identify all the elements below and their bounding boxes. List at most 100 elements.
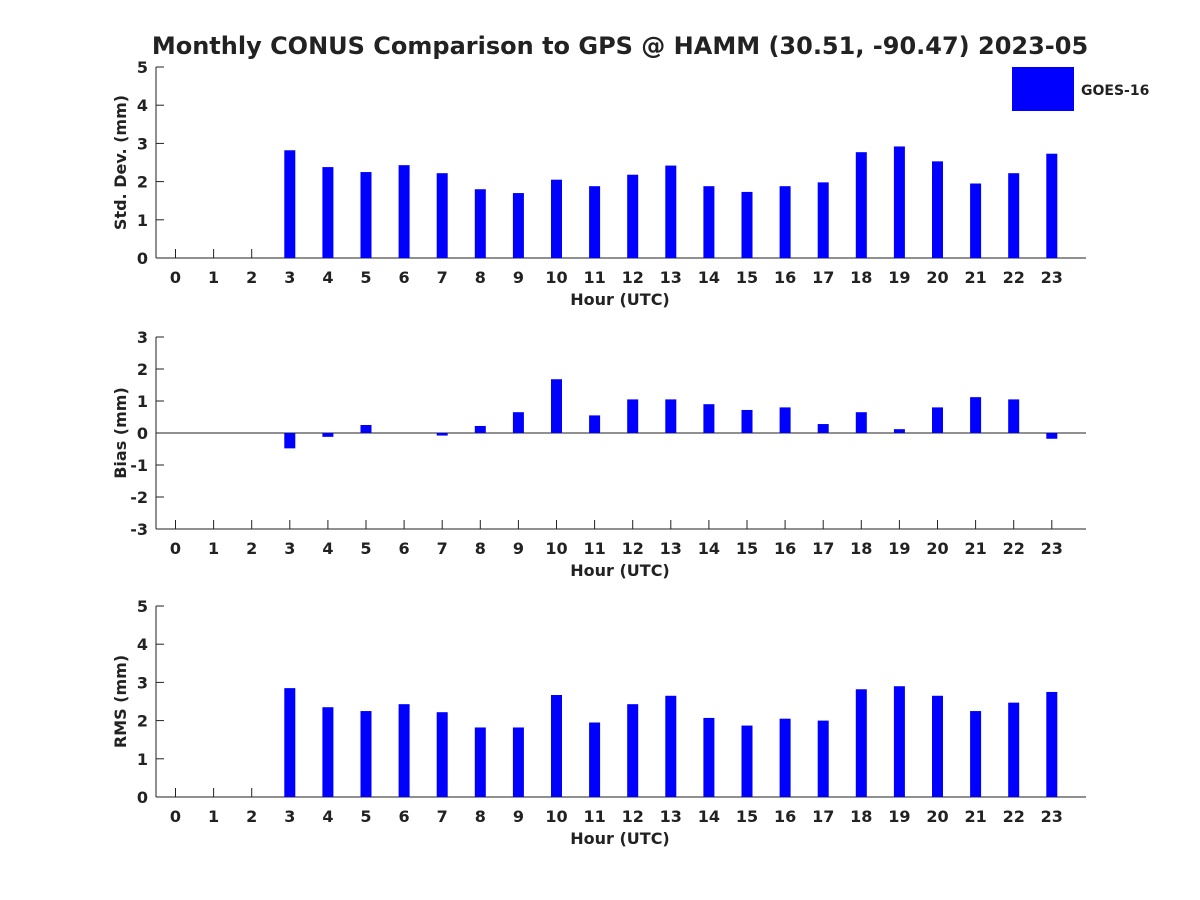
bar <box>322 707 334 797</box>
x-tick-label: 14 <box>698 539 720 558</box>
x-tick-label: 17 <box>812 539 834 558</box>
bar <box>779 718 791 797</box>
bar <box>589 415 601 433</box>
bar <box>474 727 486 797</box>
bar <box>589 722 601 797</box>
x-tick-label: 5 <box>360 268 371 287</box>
y-tick-label: 3 <box>137 673 148 692</box>
x-tick-label: 13 <box>660 807 682 826</box>
bar <box>741 725 753 797</box>
bar <box>551 179 562 258</box>
x-tick-label: 2 <box>246 807 257 826</box>
x-tick-label: 9 <box>513 539 524 558</box>
bar <box>322 433 334 437</box>
x-tick-label: 2 <box>246 539 257 558</box>
x-tick-label: 8 <box>475 268 486 287</box>
x-tick-label: 15 <box>736 807 758 826</box>
bar <box>627 704 639 797</box>
bar <box>436 173 448 258</box>
y-tick-label: 2 <box>137 360 148 379</box>
bar <box>893 146 905 258</box>
y-tick-label: 2 <box>137 712 148 731</box>
x-tick-label: 5 <box>360 807 371 826</box>
x-tick-label: 22 <box>1003 807 1025 826</box>
x-tick-label: 8 <box>475 539 486 558</box>
x-tick-label: 0 <box>170 268 181 287</box>
y-tick-label: 0 <box>137 424 148 443</box>
x-tick-label: 10 <box>545 268 567 287</box>
bar <box>474 189 486 258</box>
bar <box>893 686 905 797</box>
x-tick-label: 18 <box>850 539 872 558</box>
bar <box>1008 173 1020 258</box>
x-tick-label: 3 <box>284 807 295 826</box>
bar <box>360 711 372 797</box>
bar <box>970 183 982 258</box>
x-tick-label: 2 <box>246 268 257 287</box>
x-tick-label: 22 <box>1003 268 1025 287</box>
bar <box>932 161 943 258</box>
y-tick-label: 4 <box>137 96 148 115</box>
y-tick-label: 0 <box>137 788 148 807</box>
x-tick-label: 9 <box>513 807 524 826</box>
y-tick-label: 5 <box>137 58 148 77</box>
x-tick-label: 7 <box>437 539 448 558</box>
x-tick-label: 14 <box>698 807 720 826</box>
bar <box>932 407 943 433</box>
x-tick-label: 11 <box>583 539 605 558</box>
y-axis-label: Std. Dev. (mm) <box>111 95 130 230</box>
x-tick-label: 5 <box>360 539 371 558</box>
bar <box>474 425 486 433</box>
x-tick-label: 21 <box>964 268 986 287</box>
x-tick-label: 21 <box>964 807 986 826</box>
bar <box>322 167 334 258</box>
x-tick-label: 12 <box>622 807 644 826</box>
x-tick-label: 4 <box>322 539 333 558</box>
bar <box>741 191 753 258</box>
x-tick-label: 17 <box>812 807 834 826</box>
x-tick-label: 19 <box>888 539 910 558</box>
x-tick-label: 6 <box>399 268 410 287</box>
bar <box>360 425 372 433</box>
y-tick-label: 1 <box>137 750 148 769</box>
x-tick-label: 10 <box>545 807 567 826</box>
x-tick-label: 16 <box>774 539 796 558</box>
x-tick-label: 23 <box>1041 807 1063 826</box>
bar <box>703 717 715 797</box>
bar <box>1046 153 1058 258</box>
bar <box>855 412 867 433</box>
x-tick-label: 23 <box>1041 268 1063 287</box>
bar <box>817 182 829 258</box>
bar <box>589 186 601 258</box>
x-tick-label: 11 <box>583 807 605 826</box>
x-tick-label: 4 <box>322 807 333 826</box>
x-tick-label: 13 <box>660 268 682 287</box>
y-tick-label: 1 <box>137 392 148 411</box>
bar <box>855 152 867 258</box>
x-tick-label: 20 <box>926 268 948 287</box>
bar <box>436 433 448 436</box>
x-tick-label: 19 <box>888 807 910 826</box>
bar <box>627 174 639 258</box>
x-tick-label: 7 <box>437 268 448 287</box>
x-tick-label: 6 <box>399 807 410 826</box>
bar <box>665 165 677 258</box>
x-axis-label: Hour (UTC) <box>570 829 670 848</box>
x-tick-label: 12 <box>622 268 644 287</box>
bar <box>1008 702 1020 797</box>
legend-label: GOES-16 <box>1081 83 1149 99</box>
bar <box>779 186 791 258</box>
x-tick-label: 12 <box>622 539 644 558</box>
x-tick-label: 21 <box>964 539 986 558</box>
bar <box>284 433 296 449</box>
x-tick-label: 1 <box>208 807 219 826</box>
bar <box>398 704 410 797</box>
y-tick-label: 2 <box>137 173 148 192</box>
x-tick-label: 20 <box>926 539 948 558</box>
legend: GOES-16 <box>1012 67 1149 111</box>
bar <box>665 695 677 797</box>
x-tick-label: 16 <box>774 807 796 826</box>
bar <box>627 399 639 433</box>
bar <box>893 429 905 433</box>
